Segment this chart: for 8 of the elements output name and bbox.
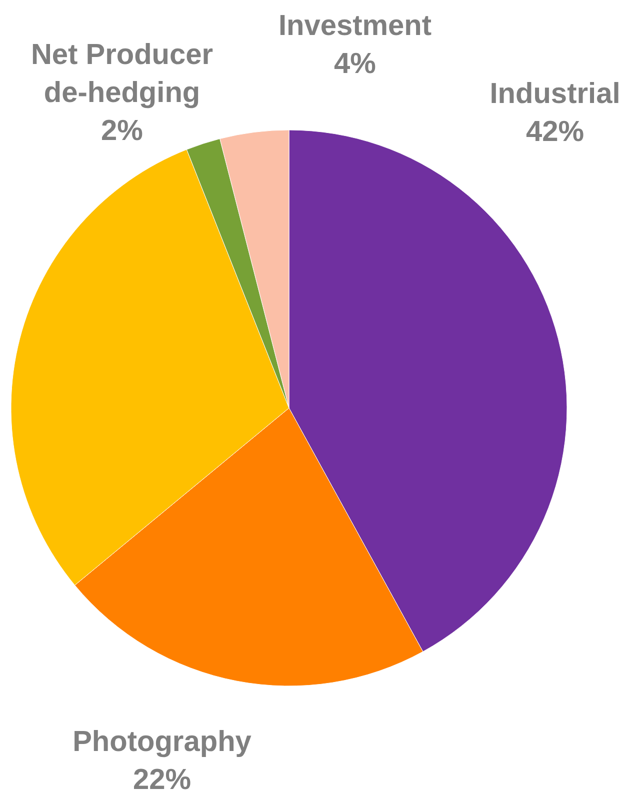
slice-label: Net Producer de-hedging (30, 39, 214, 109)
data-label: 2% (101, 115, 144, 147)
slice-label: Photography (72, 726, 252, 758)
data-label: 4% (334, 48, 376, 80)
data-label: 22% (132, 764, 192, 793)
data-label: 42% (526, 116, 584, 148)
slice-label: Investment (278, 10, 432, 42)
slice-label: Industrial (490, 78, 620, 110)
